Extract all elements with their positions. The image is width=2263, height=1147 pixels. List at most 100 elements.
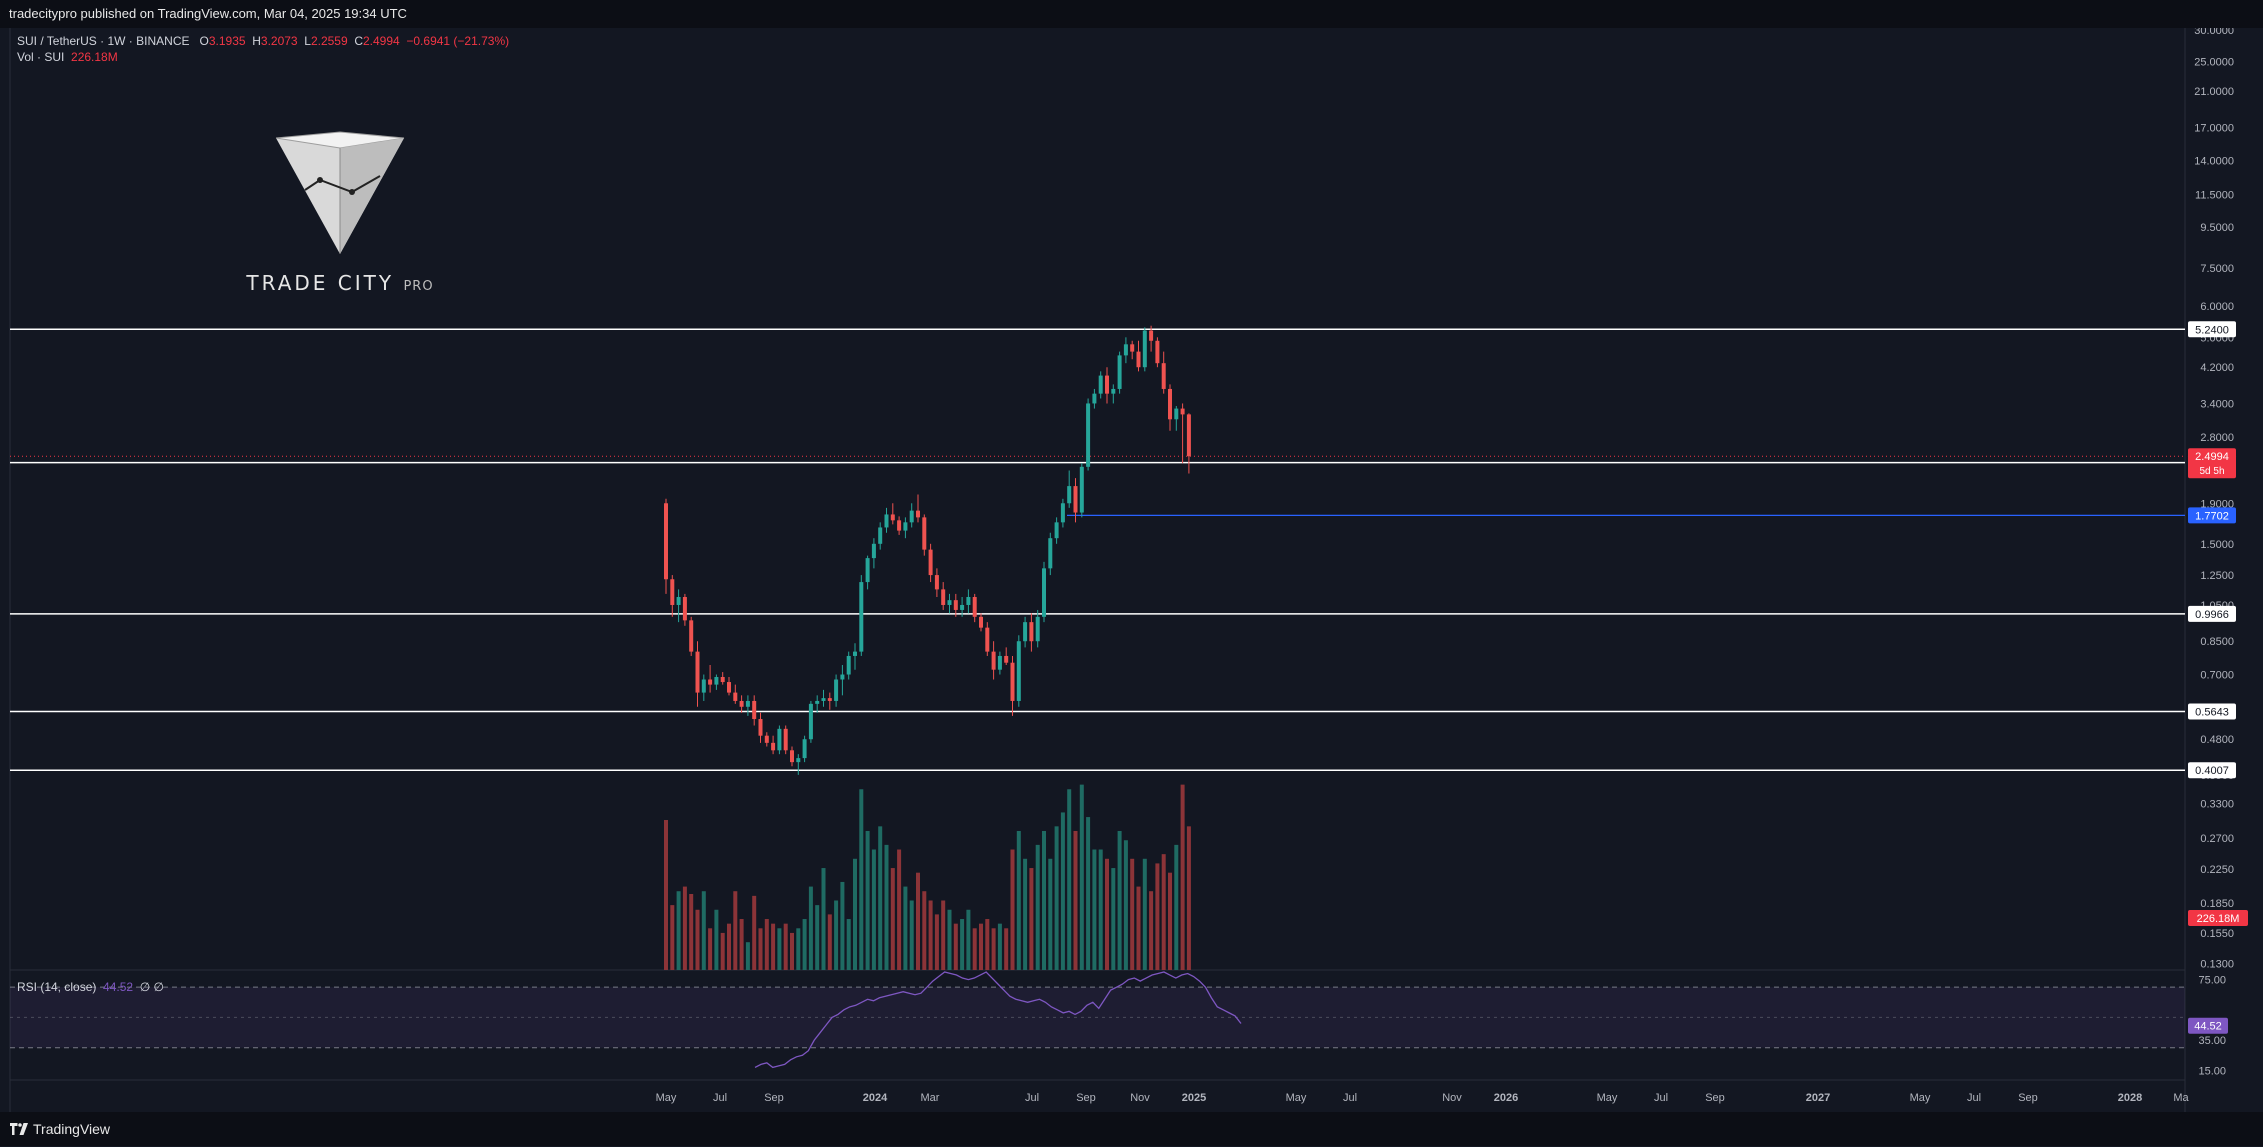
volume-bar (985, 919, 990, 970)
candle-body (739, 700, 744, 707)
volume-bar (1029, 868, 1034, 970)
open-value: 3.1935 (208, 34, 246, 48)
candle-body (941, 589, 946, 605)
candle-body (821, 698, 826, 701)
volume-bar (815, 905, 820, 970)
candle-body (764, 735, 769, 743)
candle-body (695, 651, 700, 693)
candle-body (676, 597, 681, 605)
time-tick-label: Jul (713, 1092, 727, 1104)
candle-body (1042, 568, 1046, 617)
candle-body (1004, 655, 1009, 663)
price-tick-label: 0.7000 (2200, 670, 2234, 682)
last-price-label: 2.4994 (2195, 451, 2229, 463)
candle-body (1149, 330, 1154, 341)
volume-bar (1149, 891, 1154, 970)
volume-bar (670, 905, 675, 970)
volume-bar (821, 868, 826, 970)
low-label: L (304, 34, 311, 48)
volume-bar (796, 928, 801, 970)
price-tick-label: 21.0000 (2194, 86, 2234, 98)
rsi-value: 44.52 (103, 980, 134, 994)
volume-bar (1023, 858, 1028, 970)
candle-body (1023, 622, 1028, 642)
change-value: −0.6941 (−21.73%) (406, 34, 510, 48)
level-tag-label: 0.9966 (2195, 609, 2229, 621)
volume-bar (916, 872, 920, 970)
price-tick-label: 9.5000 (2200, 222, 2234, 234)
symbol-title[interactable]: SUI / TetherUS · 1W · BINANCE (17, 34, 190, 48)
candle-body (1105, 375, 1109, 394)
candle-body (815, 700, 820, 704)
candle-body (758, 719, 763, 736)
price-tick-label: 11.5000 (2195, 189, 2234, 201)
tradingview-logo-text[interactable]: TradingView (33, 1121, 111, 1137)
open-label: O (199, 34, 209, 48)
volume-tag-label: 226.18M (2197, 913, 2240, 925)
volume-bar (708, 928, 713, 970)
candle-body (1060, 503, 1065, 523)
price-tick-label: 0.2250 (2200, 864, 2234, 876)
candle-body (966, 597, 971, 605)
candle-body (802, 739, 807, 759)
volume-bar (922, 891, 927, 970)
candle-body (890, 514, 895, 521)
high-label: H (252, 34, 261, 48)
level-tag-box (2188, 762, 2236, 779)
volume-bar (1161, 854, 1166, 970)
candle-body (664, 503, 668, 580)
candle-body (909, 510, 914, 523)
candle-body (840, 674, 845, 680)
symbol-legend[interactable]: SUI / TetherUS · 1W · BINANCE O3.1935 H3… (17, 33, 509, 65)
candle-body (1180, 408, 1185, 415)
level-tag-box (2188, 321, 2236, 338)
candle-body (1186, 414, 1191, 457)
rsi-title[interactable]: RSI (14, close) (17, 980, 97, 994)
price-tick-label: 30.0000 (2194, 28, 2234, 37)
rsi-legend[interactable]: RSI (14, close) 44.52 ∅ ∅ (17, 979, 164, 995)
volume-bar (1086, 817, 1091, 970)
candle-body (928, 549, 933, 576)
candle-body (871, 543, 876, 559)
candle-body (1155, 340, 1160, 364)
volume-bar (1042, 830, 1046, 970)
level-price-tag: 0.4007 (2188, 762, 2236, 779)
time-tick-label: 2025 (1182, 1092, 1206, 1104)
candle-body (960, 604, 965, 610)
brand-name: TRADE CITY (246, 271, 395, 295)
candle-body (1142, 330, 1147, 368)
candle-body (1111, 388, 1116, 394)
volume-bar (909, 900, 914, 970)
candle-body (808, 703, 813, 740)
published-header: tradecitypro published on TradingView.co… (0, 0, 2263, 28)
volume-bar (859, 789, 864, 970)
candle-body (670, 579, 675, 605)
volume-bar (991, 928, 996, 970)
time-tick-label: Nov (1442, 1092, 1462, 1104)
volume-bar (972, 928, 977, 970)
time-tick-label: Nov (1130, 1092, 1150, 1104)
volume-bar (960, 919, 965, 970)
candle-body (1086, 403, 1091, 467)
time-tick-label: Sep (764, 1092, 784, 1104)
volume-bar (947, 909, 952, 970)
price-tick-label: 0.4800 (2200, 734, 2234, 746)
rsi-tag-box (2188, 1017, 2228, 1034)
high-value: 3.2073 (260, 34, 298, 48)
volume-bar (878, 826, 883, 970)
volume-bar (1035, 844, 1040, 970)
candle-body (1048, 538, 1053, 569)
price-chart[interactable]: 30.0000 25.0000 21.0000 17.0000 14.0000 11.50… (0, 28, 2263, 1112)
volume-bar (771, 923, 776, 970)
volume-bar (1079, 784, 1084, 970)
candle-body (922, 517, 927, 550)
price-tick-label: 0.2700 (2200, 833, 2234, 845)
candle-body (1130, 344, 1135, 352)
volume-bar (884, 844, 889, 970)
candle-body (1136, 351, 1141, 368)
candle-body (1010, 662, 1015, 701)
volume-bar (1016, 830, 1021, 970)
candle-body (991, 651, 996, 670)
tradingview-logo[interactable]: TradingView (10, 1112, 110, 1146)
price-tick-label: 17.0000 (2194, 122, 2234, 134)
